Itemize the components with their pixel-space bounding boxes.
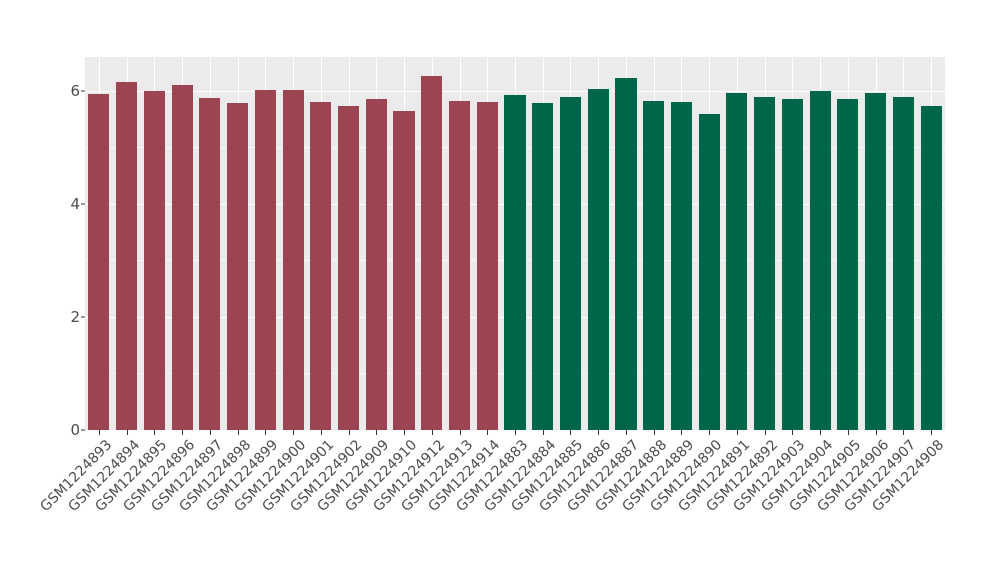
bar (476, 102, 498, 430)
x-tick-mark (320, 430, 322, 435)
x-tick-mark (376, 430, 378, 435)
x-tick-mark (653, 430, 655, 435)
y-tick-mark (81, 90, 85, 92)
x-tick-mark (459, 430, 461, 435)
bar (781, 99, 803, 430)
x-tick-mark (404, 430, 406, 435)
bar (809, 91, 831, 430)
y-tick-label: 6 (70, 81, 80, 100)
bar (504, 94, 526, 430)
x-tick-mark (847, 430, 849, 435)
x-tick-mark (542, 430, 544, 435)
x-axis-ticks (85, 430, 945, 436)
bar (143, 90, 165, 430)
bar (254, 89, 276, 430)
y-axis-ticks: 0 2 4 6 (44, 0, 85, 580)
x-tick-mark (764, 430, 766, 435)
plot-panel (85, 57, 945, 430)
bar (587, 89, 609, 430)
x-tick-mark (598, 430, 600, 435)
x-tick-mark (875, 430, 877, 435)
x-tick-mark (903, 430, 905, 435)
bar (310, 102, 332, 430)
bar (726, 92, 748, 430)
bar (559, 97, 582, 430)
bar (421, 75, 443, 430)
bar (892, 97, 914, 430)
x-tick-mark (820, 430, 822, 435)
x-tick-mark (736, 430, 738, 435)
bar (754, 97, 776, 430)
y-axis-title: Expression Level (0, 0, 44, 580)
x-tick-mark (792, 430, 794, 435)
bar (615, 78, 637, 430)
y-tick-label: 4 (70, 194, 80, 213)
x-tick-mark (570, 430, 572, 435)
bar (393, 111, 415, 430)
bar (171, 84, 193, 430)
x-tick-mark (98, 430, 100, 435)
bar (920, 105, 942, 430)
y-tick-mark (81, 429, 85, 431)
x-tick-mark (182, 430, 184, 435)
y-tick-label: 2 (70, 307, 80, 326)
bar (532, 103, 554, 430)
y-tick-label: 0 (70, 421, 80, 439)
bar (116, 82, 138, 430)
x-tick-mark (265, 430, 267, 435)
x-tick-mark (431, 430, 433, 435)
bar (227, 102, 249, 430)
bar (338, 105, 360, 430)
y-tick-mark (81, 316, 85, 318)
bar (643, 101, 665, 430)
x-tick-mark (681, 430, 683, 435)
bar (199, 97, 221, 430)
bar (698, 114, 720, 430)
bar (365, 98, 387, 430)
bar (837, 99, 859, 430)
x-tick-mark (154, 430, 156, 435)
x-tick-mark (126, 430, 128, 435)
x-tick-mark (931, 430, 933, 435)
x-tick-mark (237, 430, 239, 435)
x-tick-mark (625, 430, 627, 435)
x-tick-mark (348, 430, 350, 435)
bar (670, 101, 692, 430)
x-tick-mark (487, 430, 489, 435)
x-tick-mark (709, 430, 711, 435)
bar (865, 93, 887, 430)
x-axis-labels: GSM1224893 GSM1224894 GSM1224895 GSM1224896… (37, 437, 947, 580)
y-tick-mark (81, 203, 85, 205)
bar (282, 89, 304, 430)
bar (448, 101, 471, 430)
x-tick-mark (515, 430, 516, 435)
x-tick-mark (293, 430, 295, 435)
bar (88, 93, 110, 430)
x-tick-mark (209, 430, 211, 435)
